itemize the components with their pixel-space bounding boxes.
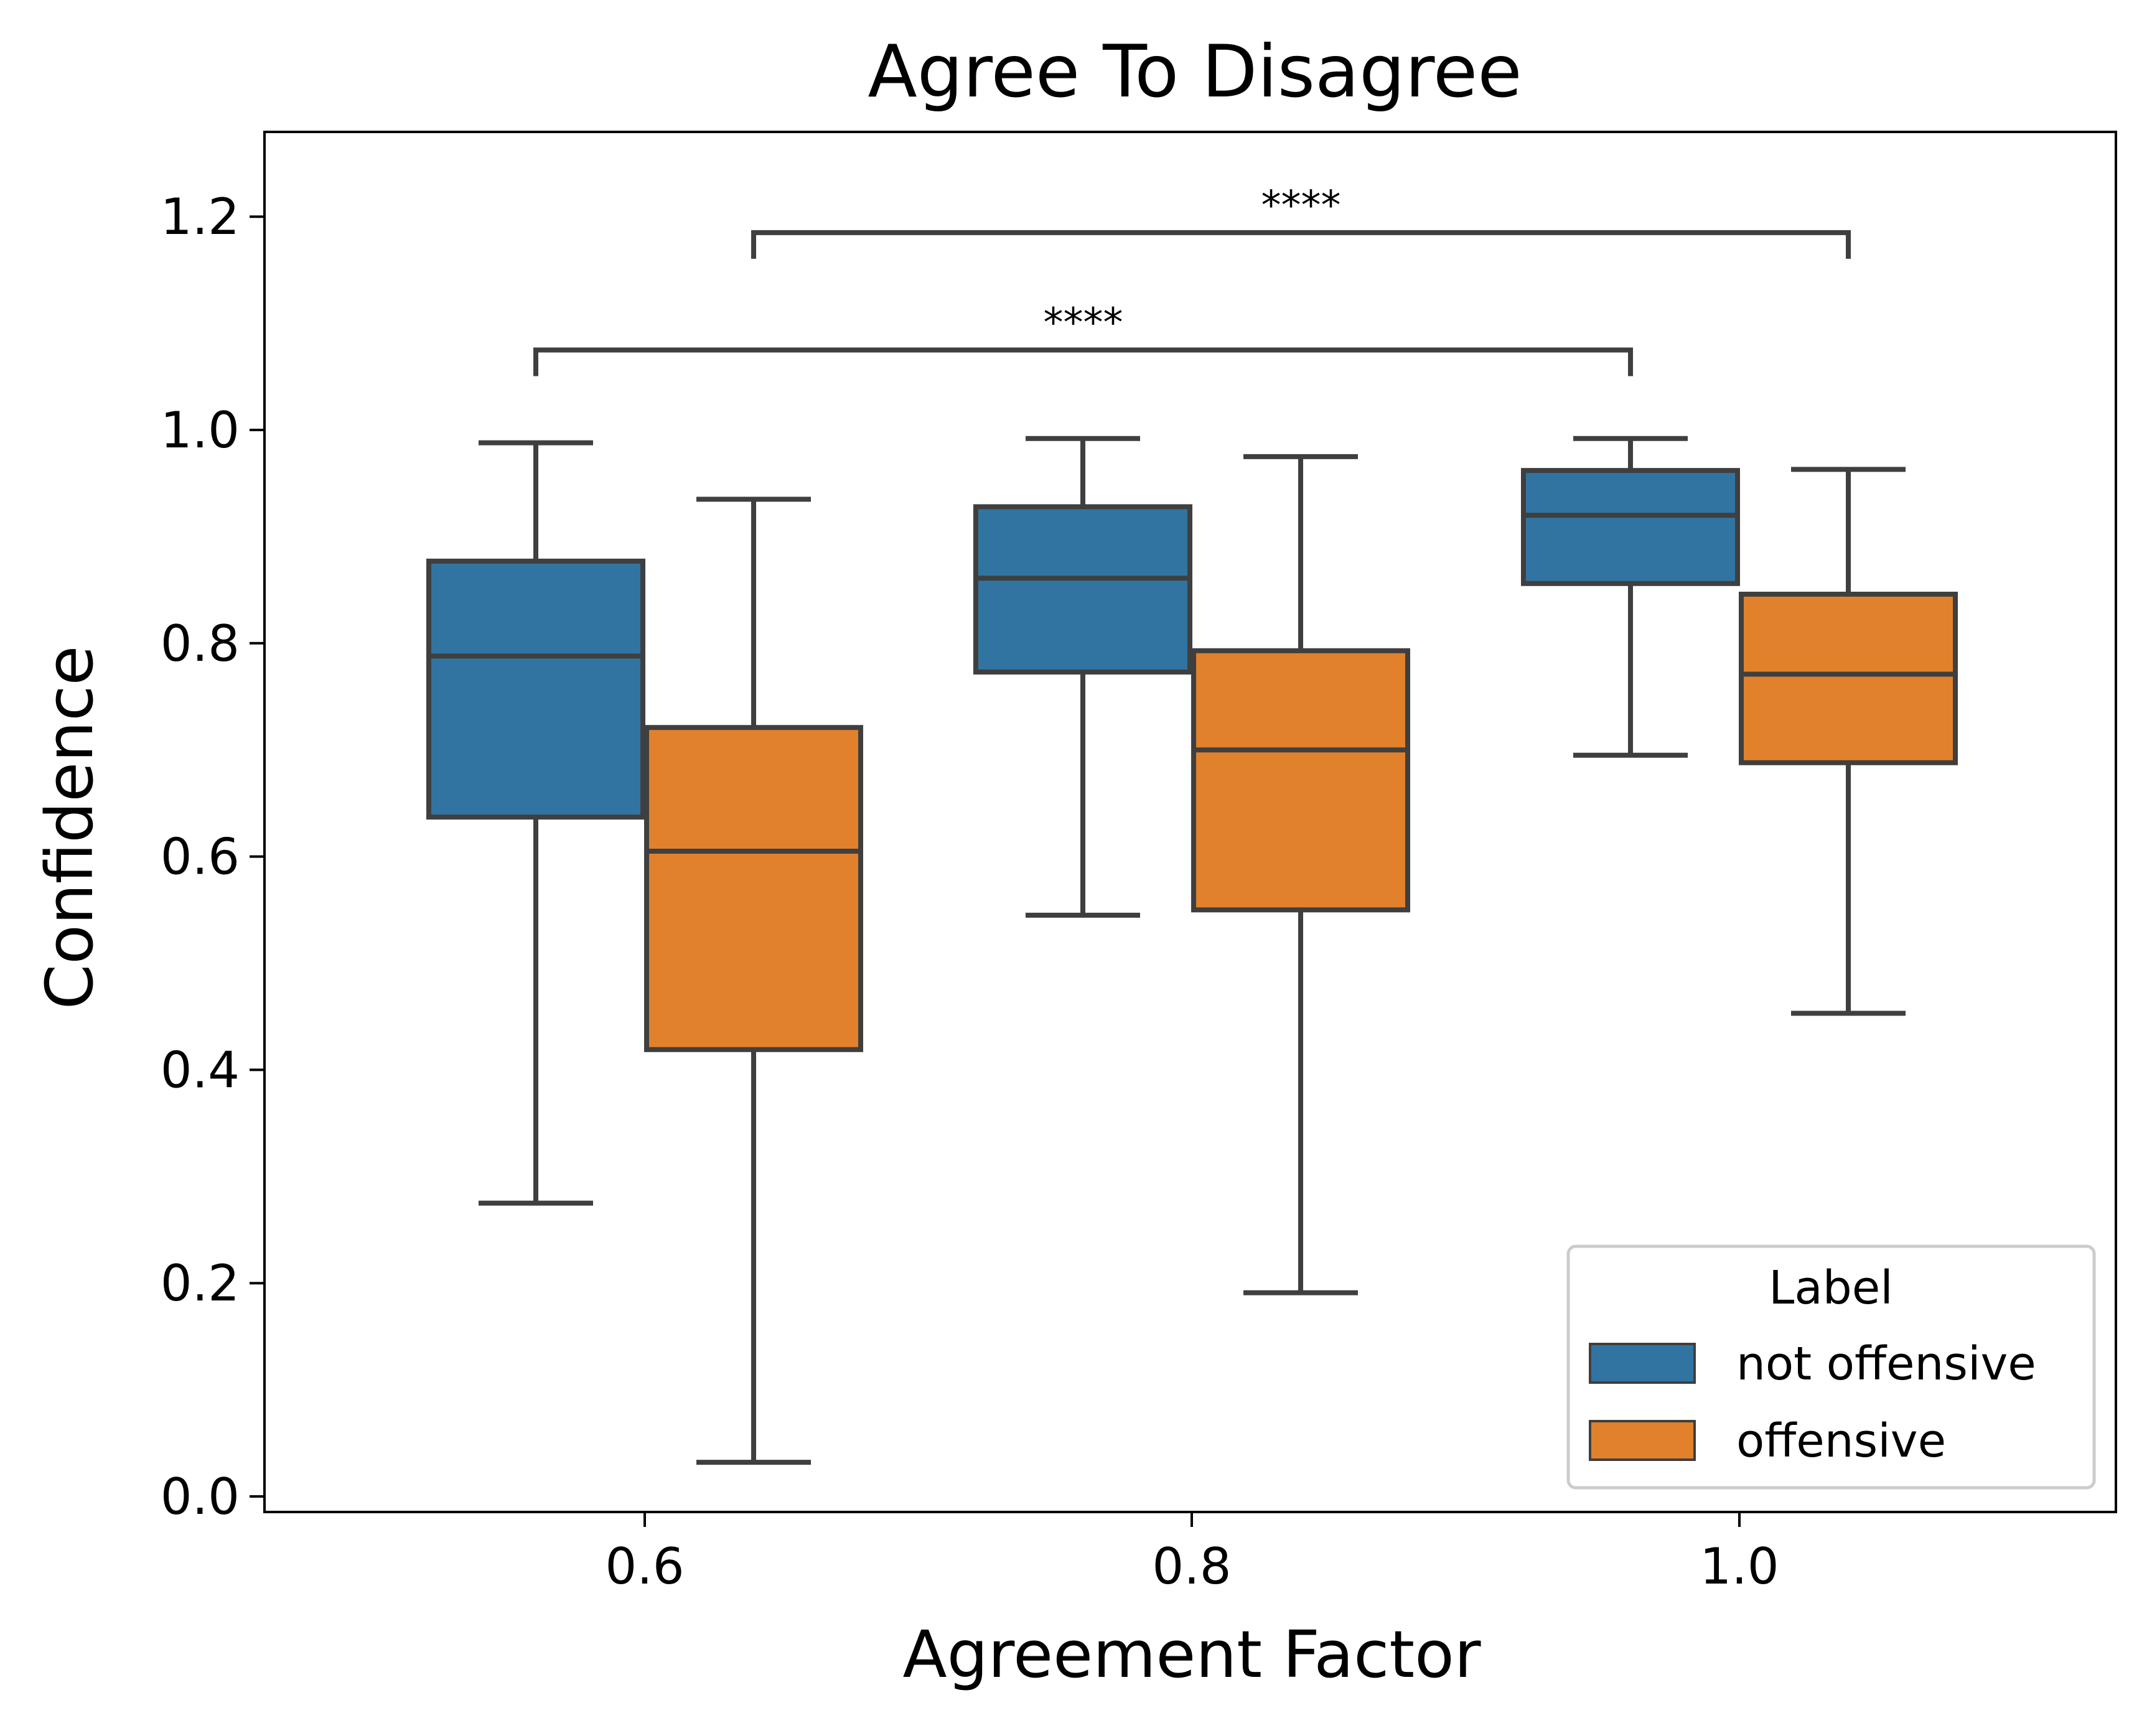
y-tick-label: 0.4: [161, 1041, 240, 1099]
box-not-offensive-1.0: [1521, 436, 1740, 758]
box-not-offensive-0.6: [426, 440, 645, 1206]
y-tick-label: 1.0: [161, 401, 240, 459]
significance-annotations: **** ****: [533, 183, 1851, 376]
y-axis-label: Confidence: [32, 646, 108, 1010]
y-axis: 0.0 0.2 0.4 0.6 0.8 1.0 1.2: [161, 188, 264, 1526]
significance-label: ****: [1044, 300, 1123, 346]
box-offensive-1.0: [1739, 467, 1958, 1016]
legend-label-not-offensive: not offensive: [1736, 1337, 2036, 1391]
legend-title: Label: [1769, 1261, 1893, 1315]
y-tick-label: 0.2: [161, 1254, 240, 1312]
x-tick-label: 0.8: [1152, 1538, 1231, 1595]
y-tick-label: 0.6: [161, 828, 240, 886]
legend-swatch-offensive: [1589, 1420, 1696, 1461]
box-iqr: [973, 504, 1192, 675]
box-iqr: [426, 558, 645, 820]
legend-frame: [1566, 1244, 2096, 1490]
significance-bracket: [751, 230, 1851, 259]
plot-area: [263, 131, 2117, 1513]
chart-title: Agree To Disagree: [868, 30, 1522, 114]
box-iqr: [644, 725, 863, 1052]
y-tick-label: 0.0: [161, 1468, 240, 1526]
x-axis: 0.6 0.8 1.0: [605, 1512, 1779, 1595]
x-tick-label: 0.6: [605, 1538, 684, 1595]
x-tick-label: 1.0: [1700, 1538, 1779, 1595]
plot-frame: [263, 131, 2117, 1513]
significance-label: ****: [1261, 183, 1341, 229]
x-axis-label: Agreement Factor: [903, 1617, 1481, 1692]
y-tick-label: 1.2: [161, 188, 240, 246]
y-tick-label: 0.8: [161, 615, 240, 673]
legend: Label not offensive offensive: [1566, 1244, 2096, 1490]
significance-bracket: [533, 347, 1633, 376]
box-iqr: [1191, 648, 1410, 913]
legend-label-offensive: offensive: [1736, 1414, 1946, 1468]
box-iqr: [1739, 591, 1958, 765]
box-not-offensive-0.8: [973, 436, 1192, 918]
box-offensive-0.6: [644, 497, 863, 1465]
box-iqr: [1521, 468, 1740, 586]
legend-swatch-not-offensive: [1589, 1343, 1696, 1384]
box-offensive-0.8: [1191, 454, 1410, 1295]
